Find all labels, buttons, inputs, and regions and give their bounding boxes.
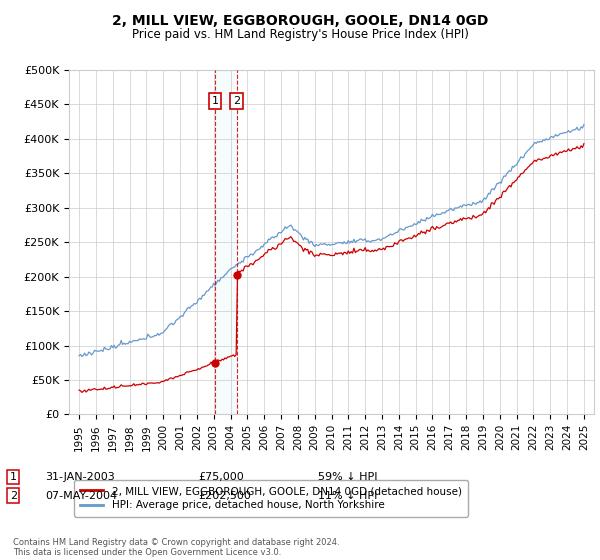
Text: Contains HM Land Registry data © Crown copyright and database right 2024.
This d: Contains HM Land Registry data © Crown c… [13, 538, 340, 557]
Text: £202,500: £202,500 [198, 491, 251, 501]
Text: 2, MILL VIEW, EGGBOROUGH, GOOLE, DN14 0GD: 2, MILL VIEW, EGGBOROUGH, GOOLE, DN14 0G… [112, 14, 488, 28]
Text: 59% ↓ HPI: 59% ↓ HPI [318, 472, 377, 482]
Text: 1: 1 [10, 472, 17, 482]
Text: 2: 2 [233, 96, 240, 106]
Text: 11% ↓ HPI: 11% ↓ HPI [318, 491, 377, 501]
Legend: 2, MILL VIEW, EGGBOROUGH, GOOLE, DN14 0GD (detached house), HPI: Average price, : 2, MILL VIEW, EGGBOROUGH, GOOLE, DN14 0G… [74, 480, 468, 516]
Text: 31-JAN-2003: 31-JAN-2003 [45, 472, 115, 482]
Text: £75,000: £75,000 [198, 472, 244, 482]
Text: 2: 2 [10, 491, 17, 501]
Bar [215, 70, 236, 414]
Text: 1: 1 [212, 96, 218, 106]
Text: 07-MAY-2004: 07-MAY-2004 [45, 491, 117, 501]
Text: Price paid vs. HM Land Registry's House Price Index (HPI): Price paid vs. HM Land Registry's House … [131, 28, 469, 41]
